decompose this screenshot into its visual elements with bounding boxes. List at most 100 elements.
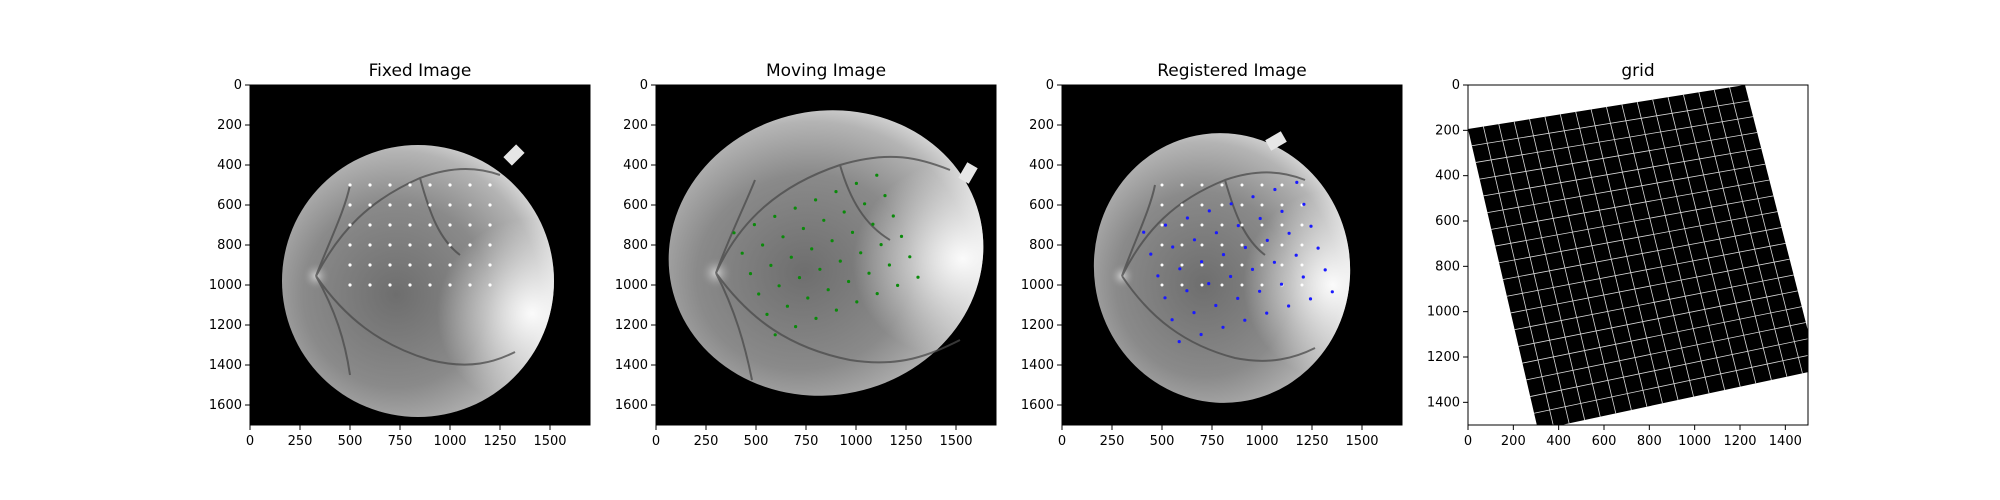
landmark-point	[468, 243, 472, 247]
landmark-point	[1250, 267, 1255, 271]
landmark-point	[765, 312, 769, 316]
landmark-point	[488, 183, 492, 187]
landmark-point	[1265, 238, 1269, 242]
panel-axes: 0 250 500 750 1000 1250 1500 0 200 400 600 800 1000 1…	[209, 78, 567, 449]
landmark-point	[1240, 263, 1244, 267]
landmark-point	[1260, 223, 1264, 227]
x-tick-label: 1000	[1678, 434, 1711, 449]
landmark-point	[1272, 260, 1276, 264]
landmark-point	[1163, 296, 1167, 300]
x-tick-label: 250	[694, 434, 719, 449]
landmark-point	[428, 223, 432, 227]
landmark-point	[1163, 223, 1168, 227]
x-tick-label: 750	[1200, 434, 1225, 449]
landmark-point	[834, 308, 839, 312]
landmark-point	[1200, 260, 1204, 264]
landmark-point	[468, 223, 472, 227]
landmark-point	[887, 263, 892, 267]
landmark-point	[794, 325, 798, 329]
landmark-point	[1171, 245, 1175, 249]
landmark-point	[1265, 311, 1269, 315]
landmark-point	[1300, 283, 1304, 287]
landmark-point	[448, 183, 452, 187]
landmark-point	[1185, 289, 1189, 293]
x-tick-label: 500	[744, 434, 769, 449]
x-tick-label: 400	[1546, 434, 1571, 449]
y-tick-label: 200	[1435, 123, 1460, 138]
panel-axes: 0 250 500 750 1000 1250 1500 0 200 400 600 800 1000 1…	[615, 78, 973, 449]
y-tick-label: 800	[623, 238, 648, 253]
landmark-point	[1156, 274, 1160, 278]
landmark-point	[1243, 245, 1247, 250]
landmark-point	[368, 243, 372, 247]
x-tick-label: 0	[246, 434, 254, 449]
fundus-moving-image	[656, 85, 996, 425]
landmark-point	[468, 263, 472, 267]
landmark-point	[1149, 252, 1153, 256]
landmark-point	[1236, 224, 1240, 228]
landmark-point	[1280, 209, 1284, 213]
grid-line	[1534, 355, 1808, 414]
landmark-point	[1207, 209, 1211, 213]
landmark-point	[408, 283, 412, 287]
y-tick-label: 600	[217, 198, 242, 213]
landmark-point	[883, 194, 887, 198]
y-tick-label: 1600	[1021, 398, 1054, 413]
x-tick-label: 1000	[1245, 434, 1278, 449]
y-tick-label: 400	[623, 158, 648, 173]
x-tick-label: 1400	[1769, 434, 1802, 449]
y-tick-label: 1000	[1021, 278, 1054, 293]
landmark-point	[752, 223, 757, 227]
panel-fixed-image: Fixed Image 0 250 500 750 1000 1250 1500 0 200 40…	[209, 61, 591, 449]
landmark-point	[368, 263, 372, 267]
landmark-point	[388, 203, 392, 207]
landmark-point	[1251, 195, 1255, 199]
landmark-point	[1279, 282, 1284, 286]
landmark-point	[468, 203, 472, 207]
landmark-point	[1160, 223, 1164, 227]
landmark-point	[875, 292, 879, 296]
landmark-point	[408, 243, 412, 247]
landmark-point	[1229, 274, 1233, 279]
panel-title: Fixed Image	[369, 61, 472, 81]
landmark-point	[1221, 253, 1226, 257]
y-tick-label: 0	[234, 78, 242, 93]
landmark-point	[1300, 183, 1304, 187]
y-tick-label: 1400	[1021, 358, 1054, 373]
landmark-point	[748, 272, 753, 276]
y-tick-label: 1000	[1427, 305, 1460, 320]
landmark-point	[847, 279, 851, 284]
landmark-point	[1330, 290, 1334, 294]
landmark-point	[1200, 263, 1204, 267]
landmark-point	[1199, 332, 1203, 337]
x-tick-label: 750	[794, 434, 819, 449]
y-tick-label: 1200	[615, 318, 648, 333]
y-tick-label: 0	[1046, 78, 1054, 93]
landmark-point	[867, 271, 871, 275]
x-tick-label: 1000	[839, 434, 872, 449]
landmark-point	[348, 203, 352, 207]
landmark-point	[1300, 263, 1304, 267]
landmark-point	[428, 203, 432, 207]
landmark-point	[468, 183, 472, 187]
landmark-point	[348, 183, 352, 187]
landmark-point	[818, 267, 822, 271]
landmark-point	[850, 230, 855, 234]
landmark-point	[448, 283, 452, 287]
landmark-point	[793, 206, 797, 210]
x-tick-label: 1250	[1295, 434, 1328, 449]
landmark-point	[1221, 325, 1225, 329]
x-tick-label: 1250	[483, 434, 516, 449]
landmark-point	[1170, 318, 1174, 322]
y-tick-label: 600	[1029, 198, 1054, 213]
landmark-point	[777, 284, 781, 288]
x-tick-label: 1500	[1345, 434, 1378, 449]
landmark-point	[801, 226, 806, 231]
landmark-point	[368, 183, 372, 187]
landmark-point	[916, 275, 920, 279]
landmark-point	[1180, 203, 1184, 207]
x-tick-label: 1500	[533, 434, 566, 449]
landmark-point	[834, 190, 838, 194]
deformation-grid	[1468, 85, 1808, 425]
